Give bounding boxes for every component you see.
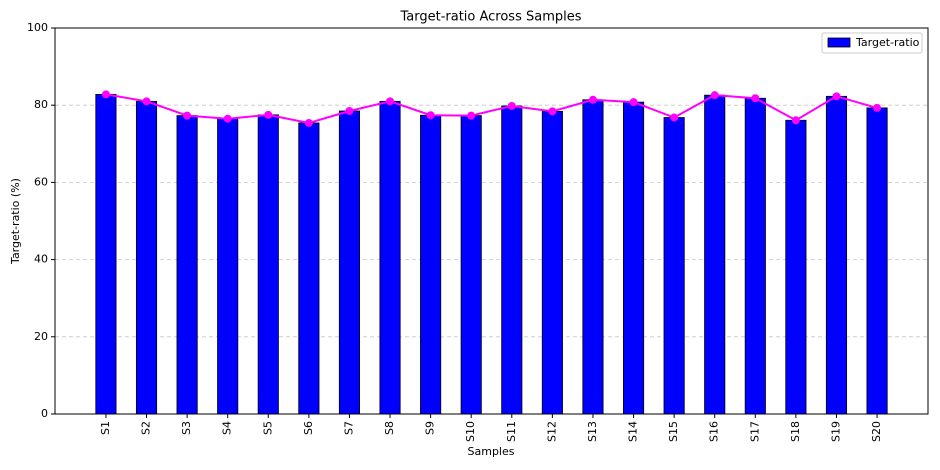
trend-marker <box>629 98 638 107</box>
trend-marker <box>304 118 313 127</box>
bar <box>379 100 401 415</box>
x-tick-label: S9 <box>424 421 437 435</box>
x-tick-label: S20 <box>870 421 883 442</box>
x-tick-label: S1 <box>99 421 112 435</box>
x-tick-label: S13 <box>586 421 599 442</box>
trend-marker <box>386 97 395 106</box>
x-tick-label: S15 <box>667 421 680 442</box>
trend-marker <box>548 107 557 116</box>
x-tick-label: S18 <box>789 421 802 442</box>
trend-marker <box>183 111 192 120</box>
x-tick-label: S10 <box>464 421 477 442</box>
y-axis-label: Target-ratio (%) <box>9 178 22 265</box>
x-tick-label: S7 <box>342 421 355 435</box>
bar <box>866 107 888 415</box>
bar <box>704 94 726 415</box>
bar <box>176 115 198 415</box>
x-tick-label: S8 <box>383 421 396 435</box>
x-tick-label: S12 <box>545 421 558 442</box>
bar <box>460 115 482 415</box>
y-tick-label: 100 <box>27 21 48 34</box>
trend-marker <box>791 116 800 125</box>
bar <box>217 118 239 415</box>
trend-marker <box>264 110 273 119</box>
x-tick-label: S6 <box>302 421 315 435</box>
x-tick-label: S4 <box>221 421 234 435</box>
bar <box>420 114 442 415</box>
y-tick-label: 60 <box>34 175 48 188</box>
bar <box>541 110 563 415</box>
x-tick-label: S2 <box>140 421 153 435</box>
x-tick-label: S17 <box>748 421 761 442</box>
trend-marker <box>223 114 232 123</box>
bar <box>582 99 604 415</box>
bar <box>257 114 279 415</box>
axes-frame <box>54 27 929 415</box>
legend-swatch <box>827 37 851 48</box>
bar <box>825 95 848 415</box>
x-tick-label: S11 <box>505 421 518 442</box>
bar <box>663 117 685 415</box>
trend-marker <box>426 111 435 120</box>
trend-marker <box>142 97 151 106</box>
bar <box>298 122 320 415</box>
x-tick-label: S3 <box>180 421 193 435</box>
y-tick-label: 80 <box>34 98 48 111</box>
trend-line <box>105 93 878 124</box>
x-axis-label: Samples <box>468 445 515 458</box>
trend-marker <box>832 92 841 101</box>
trend-marker <box>751 94 760 103</box>
legend-label: Target-ratio <box>855 36 920 49</box>
bar <box>501 105 523 415</box>
trend-marker <box>467 111 476 120</box>
trend-marker <box>873 103 882 112</box>
trend-marker <box>588 95 597 104</box>
y-tick-label: 0 <box>41 407 48 420</box>
trend-marker <box>670 113 679 122</box>
bar <box>785 119 807 415</box>
y-tick-label: 20 <box>34 330 48 343</box>
bar <box>623 101 645 415</box>
x-tick-label: S5 <box>261 421 274 435</box>
x-tick-label: S16 <box>708 421 721 442</box>
bar <box>135 100 158 415</box>
trend-marker <box>101 90 110 99</box>
x-tick-label: S14 <box>627 421 640 442</box>
trend-marker <box>345 106 354 115</box>
bar <box>95 93 117 415</box>
y-tick-label: 40 <box>34 253 48 266</box>
trend-marker <box>710 91 719 100</box>
trend-marker <box>507 101 516 110</box>
x-tick-label: S19 <box>829 421 842 442</box>
bar <box>744 97 766 415</box>
chart-title: Target-ratio Across Samples <box>399 10 581 25</box>
bar <box>338 110 360 415</box>
